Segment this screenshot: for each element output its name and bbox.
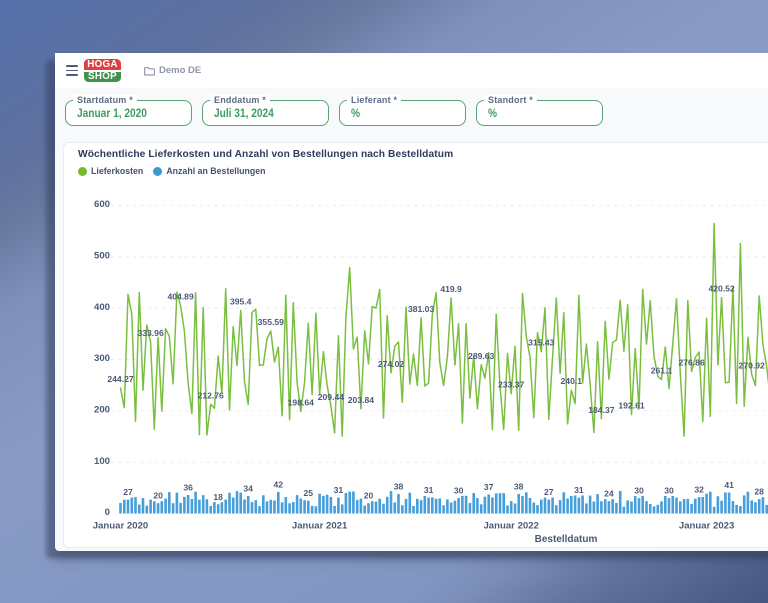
svg-text:Januar 2020: Januar 2020 [93,521,148,532]
svg-text:31: 31 [424,485,434,495]
svg-text:203.84: 203.84 [348,395,375,405]
svg-text:32: 32 [694,485,704,495]
svg-text:233.37: 233.37 [498,380,525,390]
svg-text:41: 41 [724,480,734,490]
svg-text:0: 0 [105,507,110,518]
svg-text:240.1: 240.1 [561,376,583,386]
svg-text:31: 31 [574,485,584,495]
svg-text:Januar 2021: Januar 2021 [292,521,348,532]
svg-text:20: 20 [153,491,163,501]
svg-text:27: 27 [123,487,133,497]
svg-text:42: 42 [274,479,284,489]
svg-text:212.76: 212.76 [198,390,225,400]
svg-text:34: 34 [243,484,253,494]
svg-text:31: 31 [334,485,344,495]
svg-text:198.64: 198.64 [288,398,315,408]
svg-text:36: 36 [183,483,193,493]
svg-text:200: 200 [94,404,110,415]
svg-text:420.52: 420.52 [708,284,735,294]
svg-text:355.59: 355.59 [258,317,285,327]
svg-text:209.44: 209.44 [318,392,345,402]
svg-text:37: 37 [484,482,494,492]
svg-text:315.43: 315.43 [528,338,555,348]
svg-text:18: 18 [213,492,223,502]
svg-text:500: 500 [94,250,110,261]
svg-text:400: 400 [94,302,110,313]
svg-text:30: 30 [634,486,644,496]
svg-text:192.61: 192.61 [618,401,645,411]
svg-text:274.02: 274.02 [378,359,405,369]
svg-text:Januar 2022: Januar 2022 [483,521,538,532]
svg-text:600: 600 [94,199,110,210]
svg-text:300: 300 [94,353,110,364]
svg-text:38: 38 [514,482,524,492]
svg-text:419.9: 419.9 [440,284,462,294]
svg-text:381.03: 381.03 [408,304,435,314]
svg-text:30: 30 [664,486,674,496]
svg-text:404.89: 404.89 [167,292,194,302]
svg-text:Bestelldatum: Bestelldatum [535,534,598,545]
svg-text:38: 38 [394,482,404,492]
svg-text:244.27: 244.27 [107,374,134,384]
svg-text:333.96: 333.96 [137,328,164,338]
svg-text:28: 28 [754,487,764,497]
svg-text:261.1: 261.1 [651,366,673,376]
svg-text:100: 100 [94,456,110,467]
svg-text:395.4: 395.4 [230,297,252,307]
svg-text:24: 24 [604,489,614,499]
svg-text:184.37: 184.37 [588,405,615,415]
svg-text:270.92: 270.92 [739,360,766,370]
svg-text:Januar 2023: Januar 2023 [679,521,734,532]
svg-text:30: 30 [454,486,464,496]
svg-text:25: 25 [304,488,314,498]
svg-text:289.63: 289.63 [468,351,495,361]
svg-text:27: 27 [544,487,554,497]
svg-text:20: 20 [364,491,374,501]
svg-text:276.86: 276.86 [678,357,705,367]
